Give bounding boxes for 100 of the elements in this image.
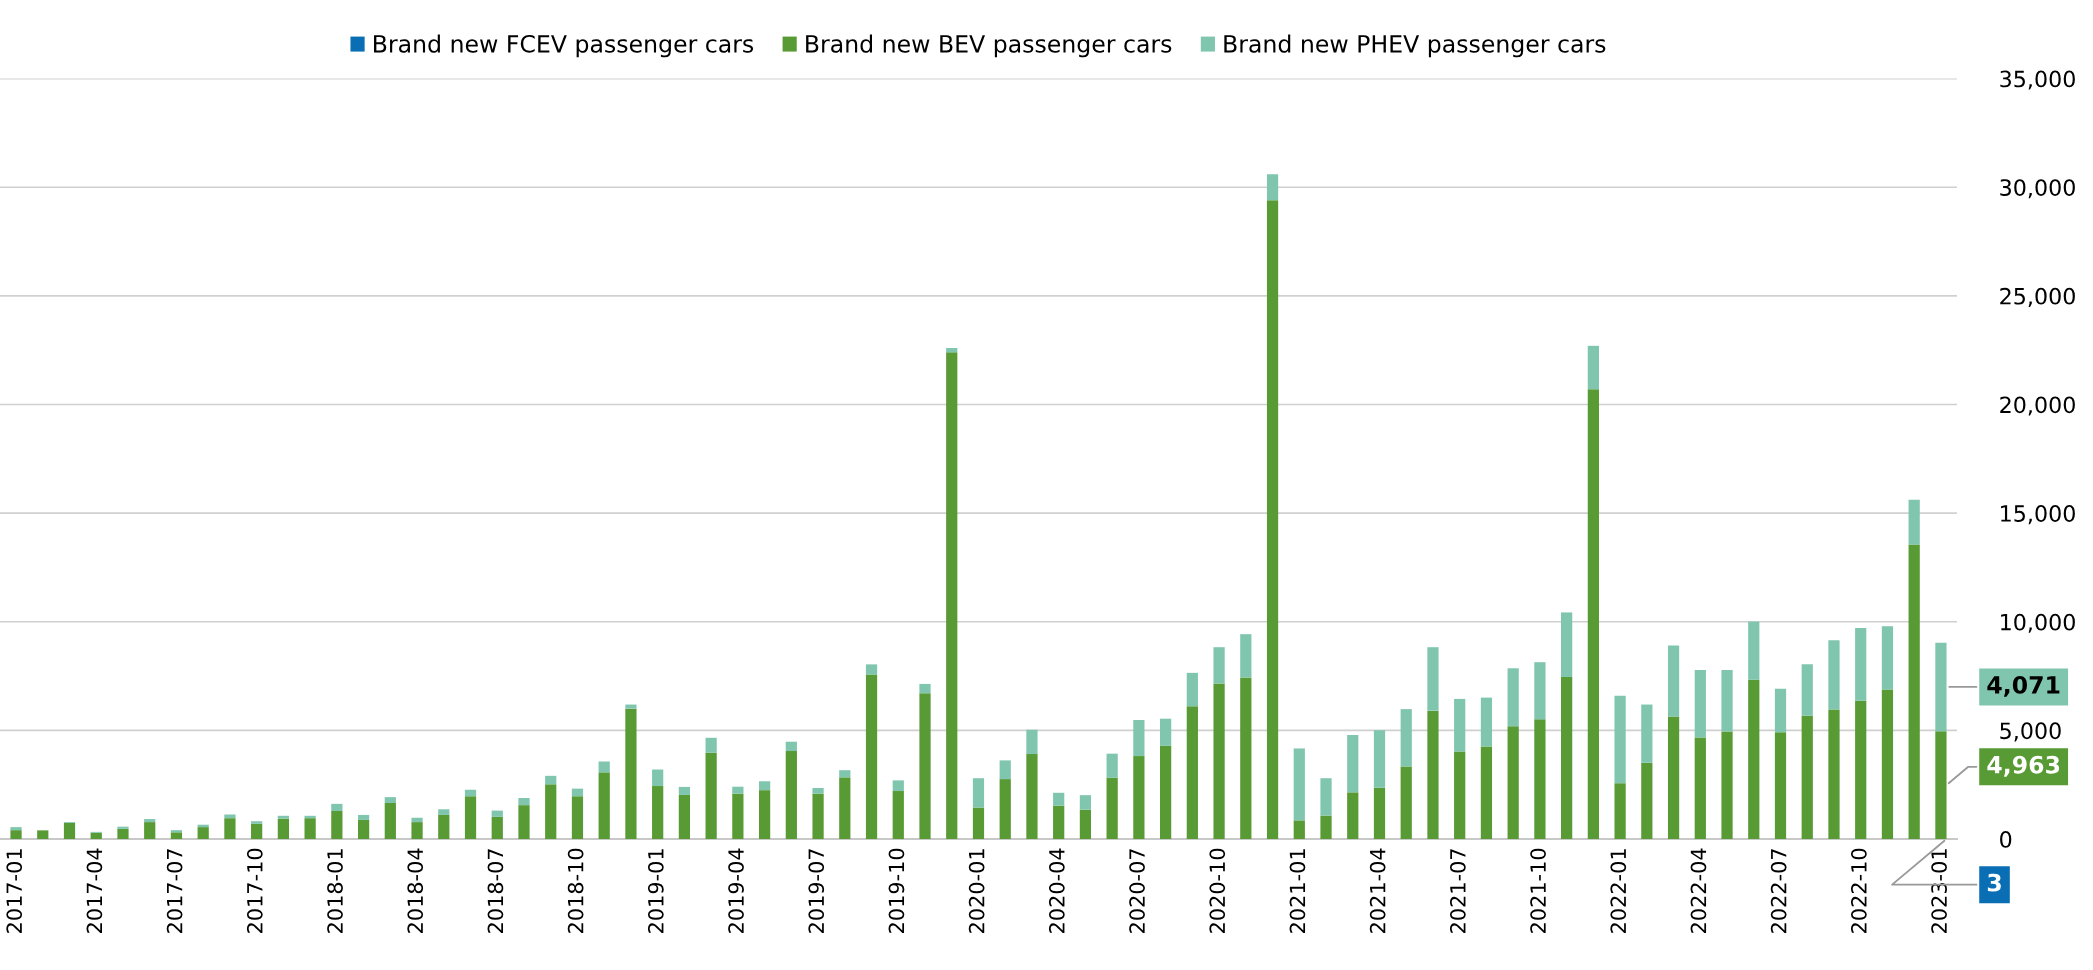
bar — [1694, 737, 1706, 840]
bar — [812, 787, 824, 794]
bar — [1587, 345, 1599, 390]
bar — [1828, 640, 1840, 710]
bar — [1106, 753, 1118, 778]
bar — [1801, 715, 1813, 840]
bar — [1427, 710, 1439, 840]
bar — [1561, 612, 1573, 677]
bar — [1186, 672, 1198, 707]
data-label: 4,963 — [1987, 755, 2060, 777]
bar — [972, 778, 985, 808]
bar — [1908, 544, 1920, 840]
bar — [812, 793, 824, 840]
bar — [63, 822, 76, 840]
x-tick-label: 2017-01 — [6, 849, 23, 933]
bar — [1106, 777, 1118, 840]
y-tick-label: 5,000 — [2000, 722, 2061, 742]
bar — [705, 752, 717, 840]
bar — [304, 818, 316, 840]
bar — [1721, 731, 1733, 840]
bar — [972, 807, 985, 840]
x-tick-label: 2018-04 — [407, 848, 424, 933]
bar — [1881, 689, 1894, 840]
bar — [785, 741, 797, 752]
x-tick-label: 2021-10 — [1530, 848, 1546, 933]
bar — [197, 827, 209, 840]
bar — [1855, 628, 1867, 701]
bar — [277, 815, 289, 819]
bar — [1614, 783, 1626, 840]
bar — [1721, 670, 1733, 732]
bar — [758, 790, 771, 840]
bar — [1293, 748, 1305, 821]
bar — [1026, 754, 1038, 840]
bar — [1400, 766, 1412, 840]
x-tick-label: 2021-04 — [1369, 848, 1386, 933]
legend-label: Brand new FCEV passenger cars — [374, 34, 754, 58]
x-tick-label: 2022-04 — [1690, 848, 1707, 933]
bar — [571, 788, 584, 797]
bar — [1213, 683, 1225, 840]
x-tick-label: 2019-07 — [808, 849, 825, 933]
bar — [1053, 792, 1065, 806]
bar — [224, 818, 236, 840]
bar — [1748, 679, 1760, 840]
bar — [652, 786, 664, 840]
bar — [1667, 716, 1680, 840]
bar — [1347, 734, 1359, 793]
bar — [1240, 677, 1252, 840]
bar — [999, 779, 1011, 840]
bar — [758, 781, 771, 791]
x-tick-label: 2018-10 — [567, 848, 584, 933]
bar — [518, 805, 530, 840]
bar — [1935, 642, 1947, 732]
bar — [331, 803, 343, 812]
bar — [90, 832, 102, 840]
bar — [411, 822, 423, 840]
bar — [1320, 815, 1332, 840]
bar — [865, 664, 878, 675]
bar — [1186, 706, 1198, 840]
bar — [438, 809, 450, 815]
bar — [1160, 718, 1172, 746]
bar — [1641, 762, 1653, 840]
bar — [251, 823, 263, 840]
bar — [999, 760, 1011, 780]
bar — [785, 751, 797, 840]
bar — [946, 348, 958, 353]
x-tick-label: 2020-10 — [1209, 848, 1226, 933]
bar — [732, 793, 744, 840]
bar — [1373, 787, 1386, 840]
bar — [1266, 174, 1279, 201]
bar — [1774, 688, 1787, 733]
bar — [1347, 792, 1359, 840]
bar — [384, 797, 396, 803]
bar — [1908, 499, 1920, 545]
bar — [1587, 389, 1599, 840]
x-tick-label: 2017-10 — [246, 848, 263, 933]
bar — [1774, 732, 1787, 840]
bar — [919, 693, 931, 840]
bar — [438, 814, 450, 840]
bar — [1507, 726, 1519, 840]
bar — [839, 770, 851, 778]
bar — [678, 786, 691, 795]
x-tick-label: 2019-01 — [647, 849, 664, 933]
bar — [357, 814, 370, 820]
bar — [1614, 695, 1626, 784]
bar — [1240, 634, 1252, 678]
bar — [1935, 731, 1947, 839]
bar — [1079, 809, 1092, 840]
bar — [1480, 746, 1493, 840]
bar — [224, 814, 236, 819]
x-tick-label: 2020-07 — [1129, 849, 1145, 933]
bar — [117, 826, 129, 829]
bar — [1454, 751, 1466, 840]
bar — [10, 830, 22, 840]
bar — [1534, 662, 1546, 720]
bar — [1855, 700, 1867, 840]
bar — [277, 818, 289, 840]
bar — [892, 780, 904, 792]
legend-label: Brand new BEV passenger cars — [806, 34, 1172, 58]
bar — [865, 674, 878, 840]
y-tick-label: 10,000 — [2001, 613, 2075, 633]
